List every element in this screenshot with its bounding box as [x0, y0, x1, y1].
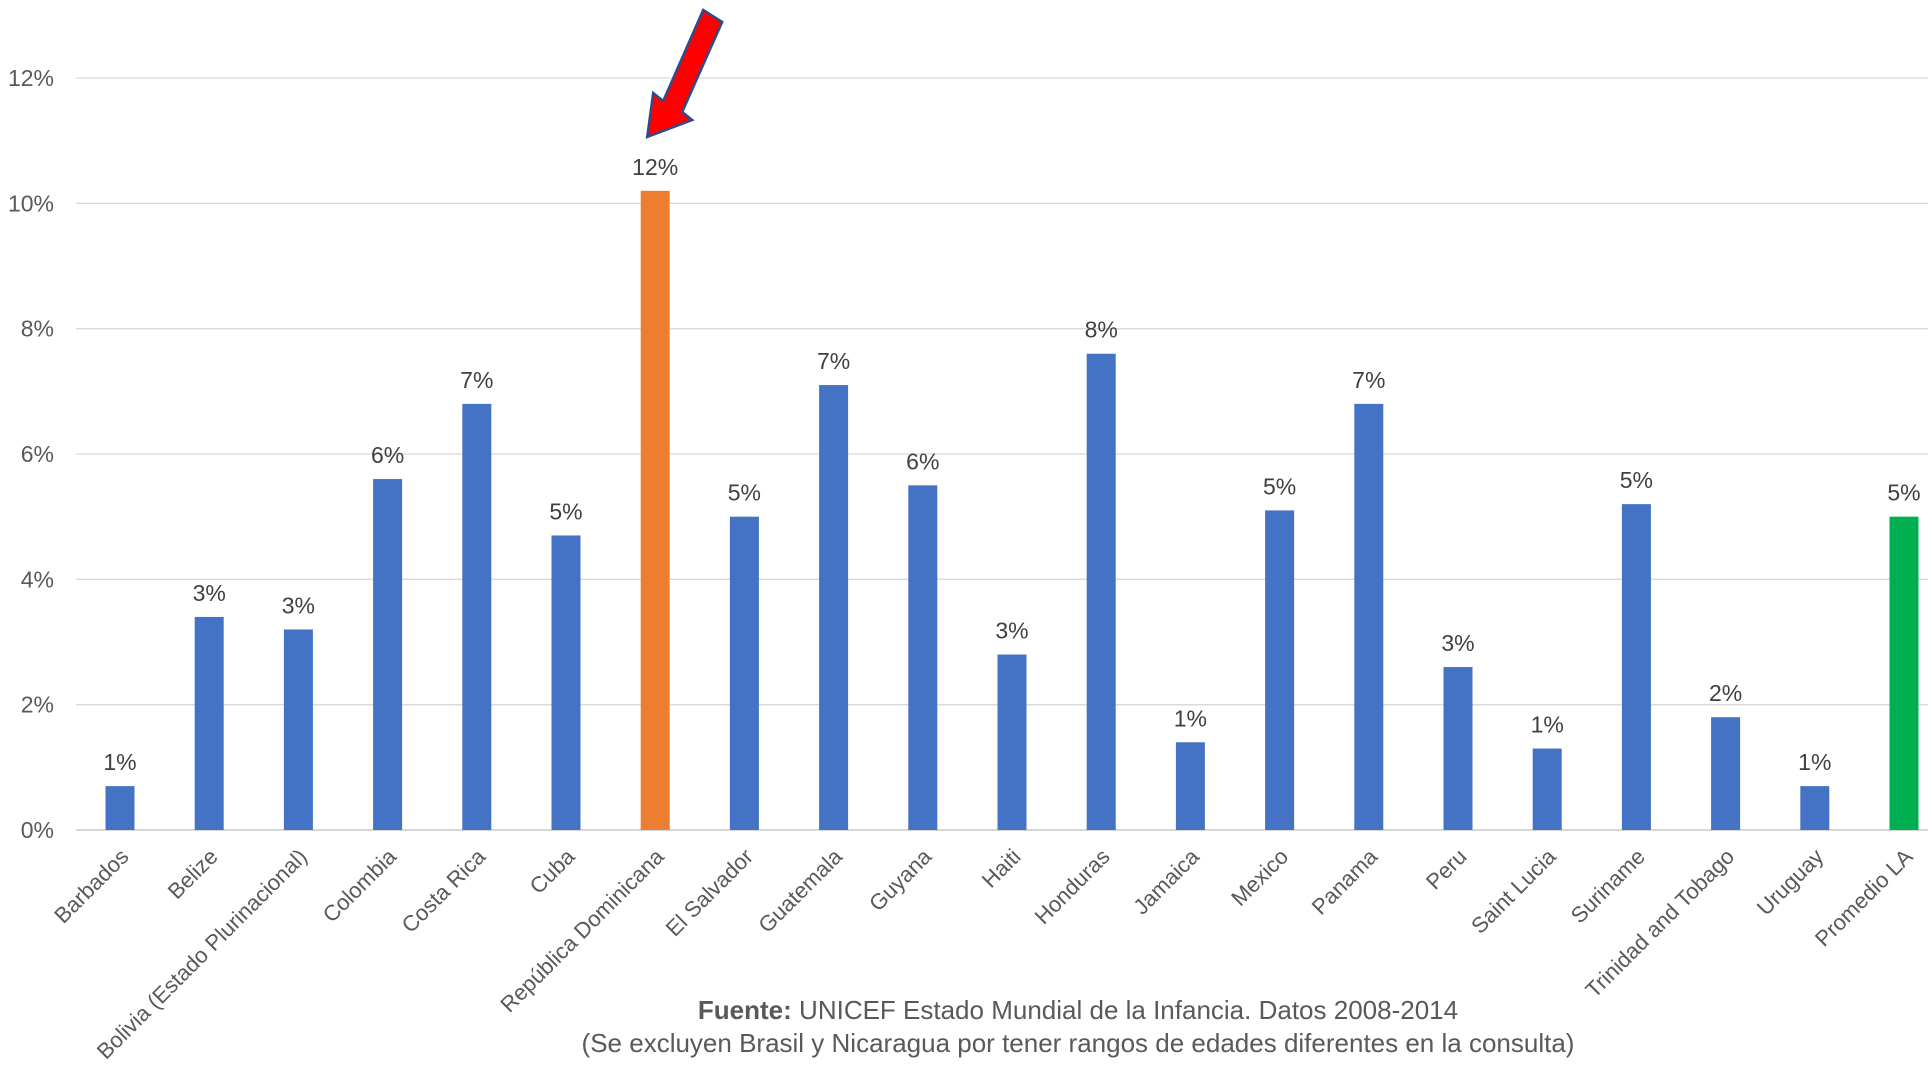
y-tick-label: 2%	[21, 692, 54, 718]
data-label: 5%	[1887, 480, 1920, 506]
category-label: Cuba	[525, 843, 580, 898]
category-label: Uruguay	[1752, 844, 1828, 920]
data-label: 3%	[193, 580, 226, 606]
bar	[1354, 403, 1384, 830]
bar	[1443, 667, 1473, 830]
category-label: Jamaica	[1128, 843, 1204, 919]
data-label: 1%	[1531, 712, 1564, 738]
source-exclusion-note: (Se excluyen Brasil y Nicaragua por tene…	[581, 1028, 1575, 1058]
bar	[551, 535, 581, 830]
bar	[1175, 742, 1205, 830]
category-label: Panama	[1307, 843, 1383, 919]
category-label: Haiti	[977, 844, 1026, 893]
category-label: Mexico	[1226, 844, 1293, 911]
data-label: 1%	[1798, 749, 1831, 775]
bar	[283, 629, 313, 830]
highlight-arrow-icon	[645, 8, 724, 139]
bar	[908, 485, 938, 830]
data-label: 8%	[1085, 317, 1118, 343]
data-label: 5%	[549, 498, 582, 524]
red-arrow-icon	[645, 8, 724, 139]
category-label: Honduras	[1030, 844, 1115, 929]
source-line: Fuente: UNICEF Estado Mundial de la Infa…	[0, 994, 1928, 1027]
bar	[1711, 717, 1741, 830]
data-label: 1%	[1174, 705, 1207, 731]
bar	[105, 786, 135, 830]
data-label: 3%	[995, 618, 1028, 644]
bar	[1265, 510, 1295, 830]
category-label: Belize	[163, 844, 223, 904]
bar	[194, 616, 224, 830]
data-label: 1%	[103, 749, 136, 775]
bar	[1800, 786, 1830, 830]
category-label: El Salvador	[661, 844, 758, 941]
y-tick-label: 6%	[21, 441, 54, 467]
bar	[1086, 353, 1116, 830]
category-label: Saint Lucia	[1466, 843, 1561, 938]
bar	[373, 479, 403, 830]
data-label: 6%	[371, 442, 404, 468]
bars	[105, 190, 1919, 831]
data-label: 7%	[460, 367, 493, 393]
category-label: Peru	[1421, 844, 1472, 895]
y-axis-tick-labels: 0% 2% 4% 6% 8% 10% 12%	[8, 65, 54, 843]
data-label: 5%	[1620, 467, 1653, 493]
bar	[997, 654, 1027, 830]
category-label: Costa Rica	[397, 843, 491, 937]
y-tick-label: 8%	[21, 316, 54, 342]
y-tick-label: 12%	[8, 65, 54, 91]
data-label: 7%	[1352, 367, 1385, 393]
bar	[819, 385, 849, 830]
bar	[462, 403, 492, 830]
category-label: Trinidad and Tobago	[1580, 844, 1739, 1003]
source-label: Fuente:	[697, 995, 792, 1025]
category-label: República Dominicana	[495, 843, 669, 1017]
source-text: UNICEF Estado Mundial de la Infancia. Da…	[791, 995, 1459, 1025]
bar	[640, 190, 670, 831]
bar	[1889, 516, 1919, 830]
bar	[729, 516, 759, 830]
data-label: 5%	[728, 480, 761, 506]
category-label: Barbados	[49, 844, 133, 928]
category-label: Suriname	[1566, 844, 1650, 928]
y-tick-label: 0%	[21, 817, 54, 843]
bar	[1621, 504, 1651, 830]
category-label: Guyana	[864, 843, 937, 916]
y-tick-label: 4%	[21, 566, 54, 592]
data-labels: 1% 3% 3% 6% 7% 5% 12% 5% 7% 6% 3% 8% 1% 5% 7% 3% 1% 5% 2% 1…	[103, 154, 1920, 775]
data-label: 6%	[906, 448, 939, 474]
data-label: 5%	[1263, 473, 1296, 499]
y-tick-label: 10%	[8, 190, 54, 216]
category-label: Colombia	[318, 843, 402, 927]
data-label: 3%	[1441, 630, 1474, 656]
bar	[1532, 748, 1562, 830]
category-label: Guatemala	[753, 843, 847, 937]
data-label: 3%	[282, 592, 315, 618]
data-label: 7%	[817, 348, 850, 374]
data-label: 2%	[1709, 680, 1742, 706]
source-note: Fuente: UNICEF Estado Mundial de la Infa…	[0, 994, 1928, 1060]
data-label: 12%	[632, 154, 678, 180]
